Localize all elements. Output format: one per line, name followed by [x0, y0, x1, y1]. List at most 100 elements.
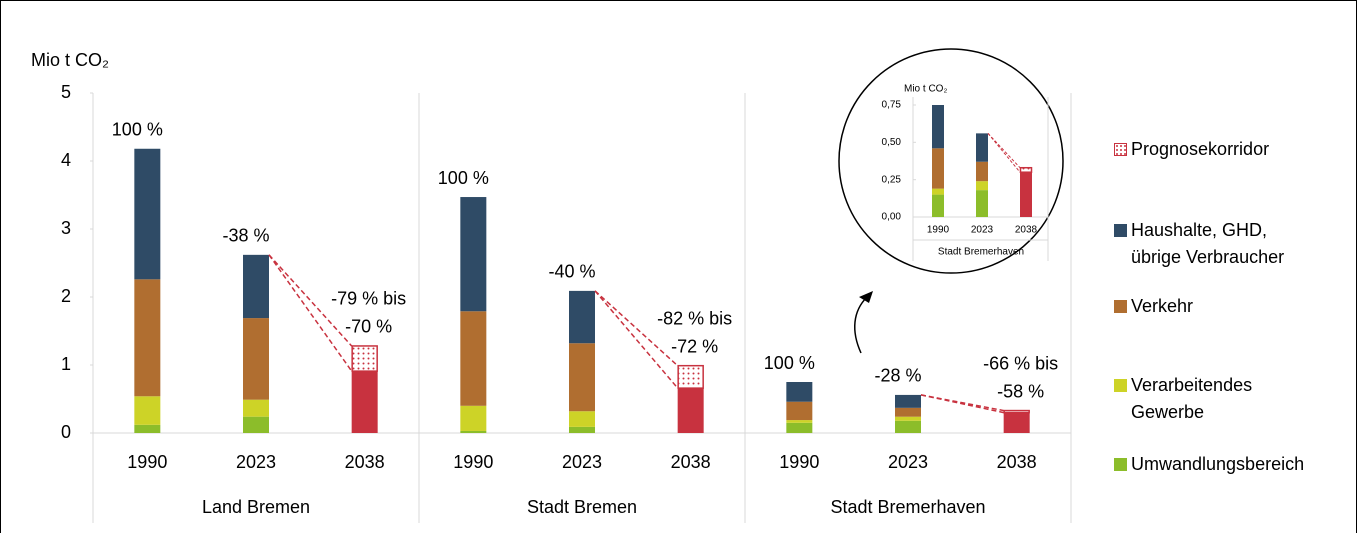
prognosis-corridor: [677, 364, 704, 389]
trend-line: [594, 290, 679, 389]
bar-segment: [932, 194, 944, 217]
arrow: [854, 296, 868, 354]
inset-x-tick-label: 2038: [1015, 225, 1038, 236]
legend-swatch: [1114, 458, 1127, 471]
bar-segment: [895, 394, 921, 408]
group-label: Stadt Bremen: [527, 497, 637, 517]
bar-segment: [976, 190, 988, 217]
legend-label: Prognosekorridor: [1131, 139, 1270, 159]
bar-segment: [932, 188, 944, 195]
trend-line: [268, 254, 353, 347]
annotation: -38 %: [222, 226, 269, 246]
bar-segment: [786, 401, 813, 421]
legend-item: Verarbeitendes Gewerbe: [1114, 372, 1319, 426]
y-axis-label: Mio t CO₂: [31, 50, 109, 70]
bar-segment: [134, 424, 161, 433]
group-label: Stadt Bremerhaven: [830, 497, 985, 517]
bar-segment: [134, 279, 161, 397]
inset-group-label: Stadt Bremerhaven: [938, 247, 1024, 258]
trend-line: [920, 394, 1004, 414]
inset-x-tick-label: 1990: [927, 225, 950, 236]
legend-label: Verkehr: [1131, 296, 1194, 316]
bar-segment: [243, 399, 269, 417]
bar-segment: [460, 405, 487, 431]
inset-trend-line: [987, 133, 1021, 173]
y-tick-label: 3: [61, 218, 71, 238]
x-tick-label: 2038: [997, 452, 1037, 472]
prognosis-corridor: [351, 345, 378, 372]
legend-swatch: [1114, 379, 1127, 392]
bar-segment: [134, 396, 161, 425]
prognosis-base: [1020, 172, 1032, 217]
group-label: Land Bremen: [202, 497, 310, 517]
legend-label: Verarbeitendes Gewerbe: [1131, 375, 1253, 422]
trend-line: [594, 290, 679, 367]
inset-y-tick-label: 0,00: [882, 212, 902, 223]
annotation: -28 %: [874, 366, 921, 386]
x-tick-label: 1990: [453, 452, 493, 472]
legend-swatch: [1114, 300, 1127, 313]
inset-x-tick-label: 2023: [971, 225, 994, 236]
bar-segment: [569, 343, 595, 412]
annotation: -79 % bis: [331, 289, 406, 309]
legend-swatch: [1114, 224, 1127, 237]
x-tick-label: 1990: [127, 452, 167, 472]
bar-segment: [976, 181, 988, 191]
prognosis-corridor: [1003, 409, 1030, 414]
bar-segment: [460, 311, 487, 406]
x-tick-label: 2023: [888, 452, 928, 472]
inset-y-label: Mio t CO₂: [904, 84, 947, 95]
legend-item: Verkehr: [1114, 293, 1319, 320]
annotation: -58 %: [997, 381, 1044, 401]
annotation: 100 %: [764, 353, 815, 373]
x-tick-label: 2023: [562, 452, 602, 472]
bar-segment: [932, 148, 944, 189]
bar-segment: [460, 197, 487, 312]
annotation: -40 %: [548, 262, 595, 282]
legend-label: Haushalte, GHD, übrige Verbraucher: [1131, 220, 1285, 267]
bar-segment: [569, 290, 595, 344]
y-tick-label: 5: [61, 82, 71, 102]
trend-line: [920, 394, 1004, 412]
bar-segment: [460, 430, 487, 433]
x-tick-label: 2038: [671, 452, 711, 472]
legend-item: Prognosekorridor: [1114, 136, 1319, 163]
arrow-head: [859, 291, 873, 303]
annotation: -72 %: [671, 336, 718, 356]
bar-segment: [243, 318, 269, 400]
inset-y-tick-label: 0,25: [882, 174, 902, 185]
x-tick-label: 2038: [345, 452, 385, 472]
bar-segment: [895, 420, 921, 433]
bar-segment: [976, 161, 988, 182]
bar-segment: [243, 254, 269, 319]
legend-item: Umwandlungsbereich: [1114, 451, 1319, 478]
annotation: -70 %: [345, 317, 392, 337]
annotation: -66 % bis: [983, 353, 1058, 373]
annotation: -82 % bis: [657, 308, 732, 328]
bar-segment: [976, 133, 988, 162]
inset-y-tick-label: 0,75: [882, 100, 902, 111]
bar-segment: [569, 426, 595, 433]
y-tick-label: 2: [61, 286, 71, 306]
legend-swatch: [1114, 143, 1127, 156]
legend-label: Umwandlungsbereich: [1131, 454, 1305, 474]
legend-item: Haushalte, GHD, übrige Verbraucher: [1114, 217, 1319, 271]
bar-segment: [895, 407, 921, 417]
bar-segment: [569, 411, 595, 427]
prognosis-base: [1003, 412, 1030, 433]
prognosis-corridor: [1019, 166, 1033, 173]
annotation: 100 %: [112, 120, 163, 140]
bar-segment: [895, 416, 921, 421]
x-tick-label: 2023: [236, 452, 276, 472]
bar-segment: [932, 105, 944, 149]
y-tick-label: 4: [61, 150, 71, 170]
prognosis-base: [351, 371, 378, 433]
y-tick-label: 0: [61, 422, 71, 442]
x-tick-label: 1990: [779, 452, 819, 472]
inset-y-tick-label: 0,50: [882, 137, 902, 148]
bar-segment: [786, 420, 813, 423]
y-tick-label: 1: [61, 354, 71, 374]
bar-segment: [786, 382, 813, 402]
